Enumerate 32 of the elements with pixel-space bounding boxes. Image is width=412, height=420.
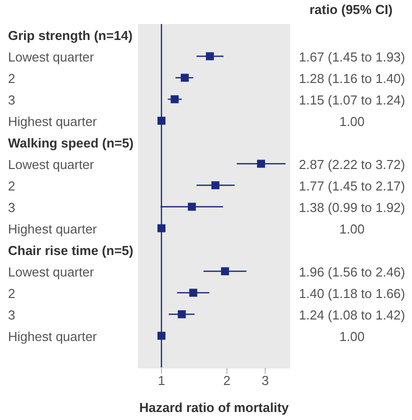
x-tick-label: 2 bbox=[223, 373, 231, 388]
y-tick-label: Chair rise time (n=5) bbox=[8, 242, 134, 258]
text: 1.67 (1.45 to 1.93) bbox=[298, 49, 406, 64]
x-axis-title: Hazard ratio of mortality bbox=[139, 400, 290, 415]
text: 1.28 (1.16 to 1.40) bbox=[298, 70, 406, 86]
y-tick-label: Grip strength (n=14) bbox=[8, 28, 133, 43]
text: 1.00 bbox=[339, 114, 365, 129]
text: 1.00 bbox=[339, 221, 365, 236]
y-tick-label: Highest quarter bbox=[8, 221, 98, 236]
y-tick-label: 2 bbox=[8, 70, 16, 86]
y-tick-label: Highest quarter bbox=[8, 114, 98, 129]
y-tick-label: Lowest quarter bbox=[8, 49, 95, 64]
x-tick-label: 1 bbox=[158, 373, 166, 388]
y-tick-label: 2 bbox=[8, 286, 16, 301]
text: 2.87 (2.22 to 3.72) bbox=[298, 156, 406, 172]
y-tick-label: 3 bbox=[8, 307, 16, 322]
text: 1.96 (1.56 to 2.46) bbox=[298, 264, 406, 280]
text: 1.38 (0.99 to 1.92) bbox=[298, 200, 406, 215]
text: 1.24 (1.08 to 1.42) bbox=[298, 307, 406, 322]
y-tick-label: 3 bbox=[8, 200, 16, 215]
y-tick-label: 3 bbox=[8, 92, 16, 108]
text: 1.00 bbox=[339, 328, 365, 344]
x-tick-label: 3 bbox=[262, 373, 269, 388]
text: 1.77 (1.45 to 2.17) bbox=[298, 178, 406, 194]
y-tick-label: Walking speed (n=5) bbox=[8, 135, 134, 150]
y-tick-label: 2 bbox=[8, 178, 16, 194]
text: ratio (95% CI) bbox=[308, 2, 394, 17]
y-tick-label: Highest quarter bbox=[8, 328, 98, 344]
text: 1.40 (1.18 to 1.66) bbox=[298, 286, 406, 301]
text: 1.15 (1.07 to 1.24) bbox=[298, 92, 406, 108]
y-tick-label: Lowest quarter bbox=[8, 156, 95, 172]
y-tick-label: Lowest quarter bbox=[8, 264, 95, 280]
